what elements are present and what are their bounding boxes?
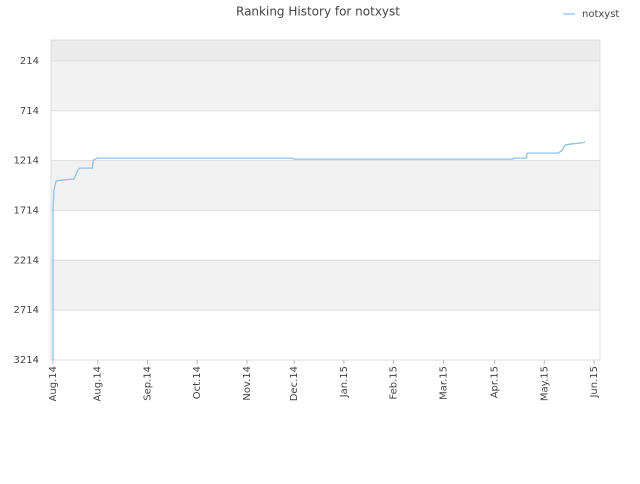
y-tick-label: 214	[20, 56, 39, 67]
x-tick-label: Aug.14	[48, 366, 59, 401]
band	[51, 210, 600, 261]
x-tick-label: Dec.14	[289, 366, 300, 401]
x-tick-label: May.15	[539, 366, 550, 401]
x-tick-label: Oct.14	[192, 366, 203, 399]
series-line	[52, 141, 586, 360]
band	[51, 110, 600, 161]
band	[51, 60, 600, 111]
x-tick-label: Apr.15	[490, 366, 501, 398]
y-tick-label: 1714	[14, 205, 39, 216]
band	[51, 310, 600, 360]
x-tick-label: Aug.14	[93, 366, 104, 401]
band	[51, 260, 600, 311]
y-tick-label: 2214	[14, 255, 39, 266]
y-tick-label: 3214	[14, 355, 39, 366]
x-tick-label: Jan.15	[339, 366, 350, 398]
legend-label: notxyst	[582, 9, 619, 20]
x-tick-label: Jun.15	[589, 366, 600, 399]
band	[51, 40, 600, 61]
x-tick-label: Nov.14	[242, 366, 253, 401]
y-tick-label: 1214	[14, 156, 39, 167]
plot-frame	[50, 39, 601, 361]
band	[51, 160, 600, 211]
x-tick-label: Mar.15	[438, 366, 449, 400]
y-tick-label: 2714	[14, 305, 39, 316]
x-tick-label: Feb.15	[389, 366, 400, 400]
x-tick-label: Sep.14	[142, 366, 153, 401]
chart-title: Ranking History for notxyst	[236, 5, 400, 19]
y-tick-label: 714	[20, 106, 39, 117]
